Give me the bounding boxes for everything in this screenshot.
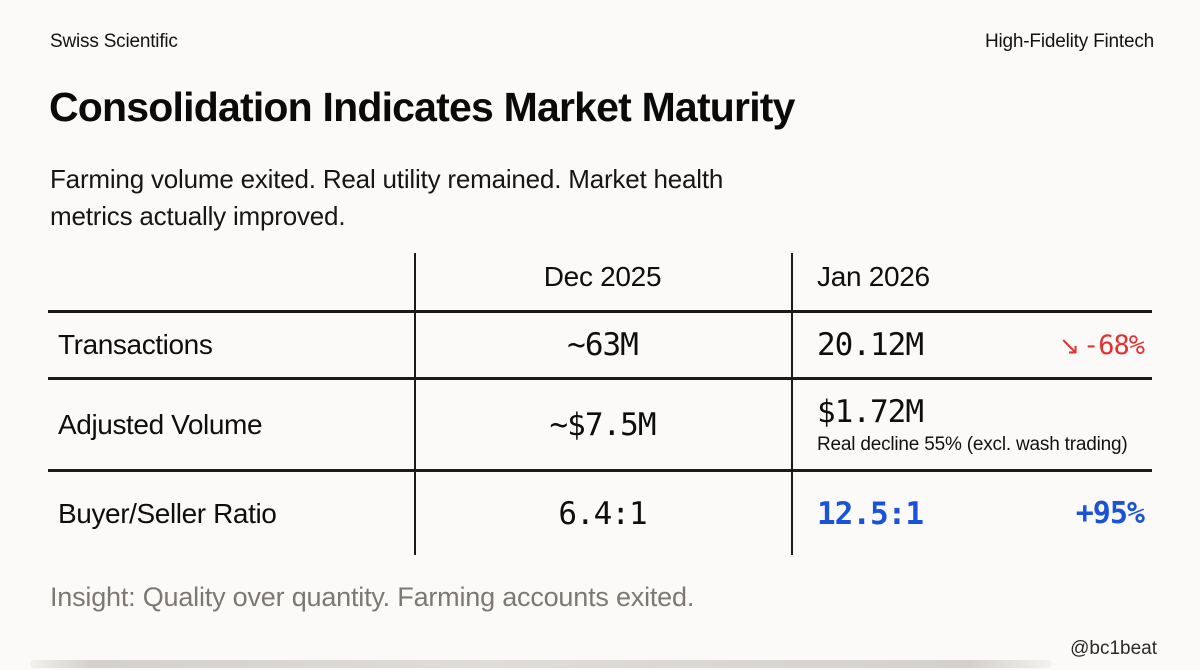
comparison-table: Dec 2025 Jan 2026 Transactions ~63M 20.1… xyxy=(48,253,1152,555)
change-badge-negative: ↘ -68% xyxy=(1059,329,1145,361)
insight-text: Insight: Quality over quantity. Farming … xyxy=(50,582,695,612)
watermark-handle: @bc1beat xyxy=(1070,638,1157,659)
table-row-rule-2 xyxy=(48,469,1152,472)
change-badge-positive: +95% xyxy=(1075,496,1145,531)
metric-label: Buyer/Seller Ratio xyxy=(58,497,277,529)
header-cell-empty xyxy=(48,253,414,310)
table-row-transactions: Transactions ~63M 20.12M ↘ -68% xyxy=(48,313,1152,377)
table-row-adjusted-volume: Adjusted Volume ~$7.5M $1.72M Real decli… xyxy=(48,380,1152,469)
table-header-row: Dec 2025 Jan 2026 xyxy=(48,253,1152,310)
subtitle-line-2: metrics actually improved. xyxy=(50,201,346,231)
page-title: Consolidation Indicates Market Maturity xyxy=(49,84,795,130)
subtitle-line-1: Farming volume exited. Real utility rema… xyxy=(50,164,724,194)
wash-trading-note: Real decline 55% (excl. wash trading) xyxy=(817,433,1128,455)
dec-value: 6.4:1 xyxy=(558,495,647,532)
column-header-dec-2025: Dec 2025 xyxy=(543,261,662,292)
subtitle: Farming volume exited. Real utility rema… xyxy=(50,161,723,235)
table-vertical-divider-2 xyxy=(791,253,793,555)
jan-value: 20.12M xyxy=(817,327,924,363)
table-vertical-divider-1 xyxy=(414,253,416,555)
metric-label: Transactions xyxy=(58,329,213,360)
metric-label: Adjusted Volume xyxy=(58,408,263,440)
change-value: -68% xyxy=(1082,329,1145,361)
column-header-jan-2026: Jan 2026 xyxy=(817,261,930,292)
brand-left: Swiss Scientific xyxy=(50,31,178,52)
bottom-edge-artifact xyxy=(30,660,1052,668)
dec-value: ~63M xyxy=(567,327,639,363)
jan-value-highlight: 12.5:1 xyxy=(817,495,924,532)
table-row-rule-1 xyxy=(48,377,1152,380)
jan-value: $1.72M xyxy=(817,393,924,430)
down-right-arrow-icon: ↘ xyxy=(1059,330,1080,360)
dec-value: ~$7.5M xyxy=(549,406,657,443)
table-header-rule xyxy=(48,310,1152,313)
table-row-buyer-seller-ratio: Buyer/Seller Ratio 6.4:1 12.5:1 +95% xyxy=(48,472,1152,555)
brand-right: High-Fidelity Fintech xyxy=(985,31,1154,52)
